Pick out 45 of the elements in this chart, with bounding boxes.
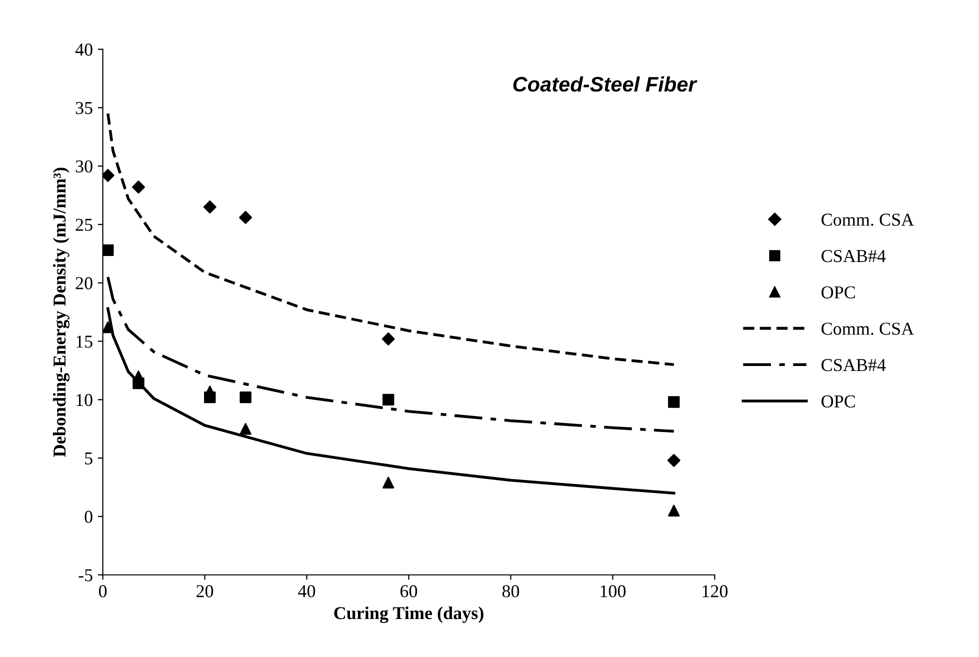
- legend-label: CSAB#4: [822, 250, 886, 262]
- x-tick-label: 60: [400, 585, 418, 598]
- x-tick-label: 40: [298, 585, 316, 598]
- point: [102, 168, 114, 182]
- point: [239, 210, 252, 224]
- point: [382, 476, 394, 488]
- point: [382, 394, 394, 406]
- y-tick-label: 40: [75, 44, 92, 56]
- x-tick-label: 20: [196, 585, 214, 598]
- y-tick-label: 0: [84, 510, 92, 523]
- y-tick-label: -5: [78, 569, 92, 582]
- point: [668, 396, 680, 408]
- point: [102, 321, 114, 334]
- y-tick-label: 10: [76, 394, 92, 406]
- legend-label: Comm. CSA: [822, 322, 914, 335]
- y-axis-title: Debonding-Energy Density (mJ/mm³): [52, 168, 70, 457]
- legend-label: OPC: [822, 395, 855, 408]
- point: [667, 454, 680, 467]
- legend-label: CSAB#4: [822, 359, 886, 372]
- point: [240, 423, 252, 435]
- y-tick-label: 30: [76, 160, 92, 173]
- y-tick-label: 25: [76, 218, 92, 231]
- point: [203, 200, 216, 214]
- x-tick-label: 80: [502, 585, 520, 598]
- point: [132, 370, 144, 382]
- x-tick-label: 100: [600, 585, 626, 598]
- legend-label: Comm. CSA: [822, 214, 914, 226]
- line-series: [106, 112, 676, 366]
- y-tick-label: 15: [76, 336, 92, 348]
- x-axis-title: Curing Time (days): [334, 606, 484, 624]
- point: [132, 180, 145, 194]
- y-tick-label: 20: [76, 277, 92, 290]
- legend-label: OPC: [822, 286, 855, 298]
- y-tick-label: 5: [85, 452, 92, 465]
- point: [240, 391, 252, 404]
- y-tick-label: 35: [76, 102, 92, 114]
- line-series: [106, 307, 676, 495]
- point: [204, 386, 216, 398]
- text: Coated-Steel Fiber: [513, 76, 698, 92]
- line-series: [106, 276, 676, 433]
- point: [668, 504, 680, 516]
- point: [102, 244, 114, 256]
- point: [382, 332, 395, 346]
- x-tick-label: 120: [702, 585, 728, 598]
- x-tick-label: 0: [98, 585, 107, 598]
